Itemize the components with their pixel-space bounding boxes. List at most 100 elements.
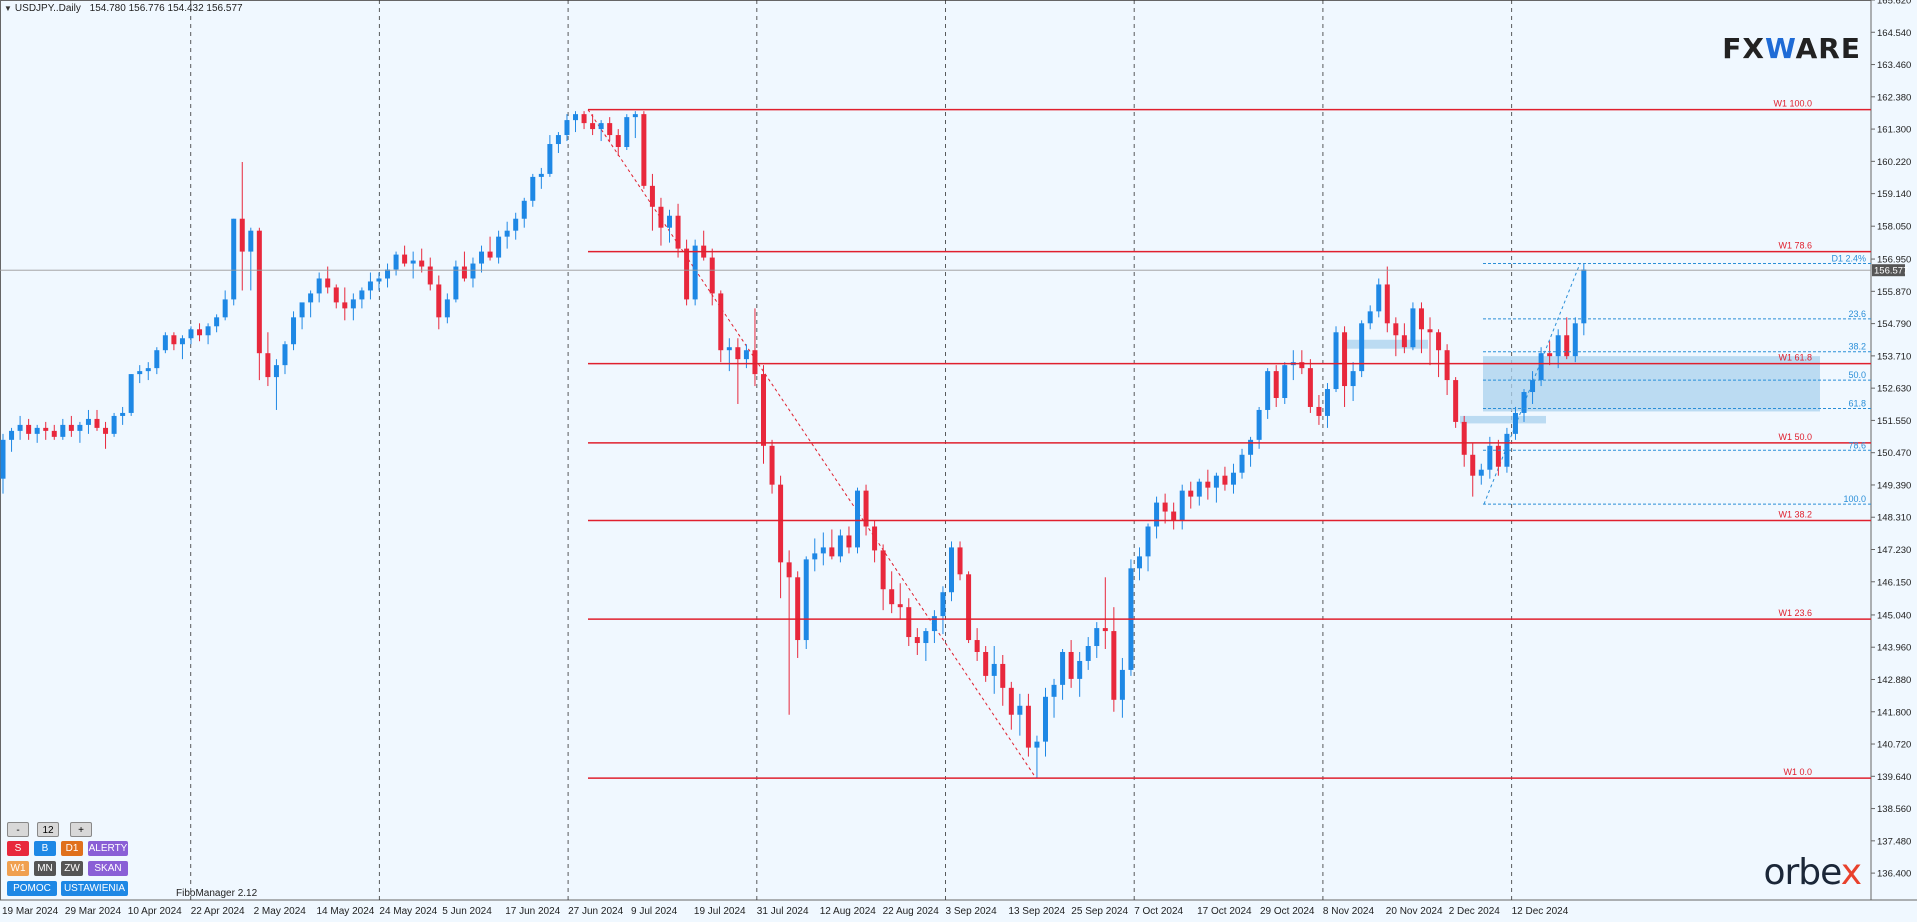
candle-body [632,114,638,118]
candle-body [120,412,126,416]
buy-button[interactable]: B [34,841,56,856]
help-button[interactable]: POMOC [7,881,57,896]
price-tick-label: 153.710 [1877,351,1911,362]
candle-body [803,559,809,641]
price-tick-label: 160.220 [1877,157,1911,168]
w1-fibo-level-label: W1 50.0 [1778,432,1812,442]
candle-body [419,260,425,267]
price-tick-label: 137.480 [1877,836,1911,847]
zw-button[interactable]: ZW [61,861,83,876]
candle-body [1119,669,1125,700]
candle-body [453,266,459,300]
candle-body [60,424,66,437]
sell-button[interactable]: S [7,841,29,856]
date-tick-label: 5 Jun 2024 [442,906,492,917]
candle-body [154,350,160,369]
candle-body [1222,475,1228,485]
candle-body [837,535,843,557]
date-tick-label: 12 Dec 2024 [1512,906,1569,917]
candle-body [521,200,527,219]
candle-body [1179,490,1185,521]
count-field[interactable]: 12 [37,822,59,837]
candle-body [1000,663,1006,688]
d1-fibo-level-label: 78.6 [1848,440,1866,450]
candle-body [1282,365,1288,399]
candle-body [974,640,980,652]
candle-body [940,592,946,617]
candle-body [1136,556,1142,569]
candle-body [43,427,49,431]
candle-body [1068,651,1074,679]
candle-body [1495,445,1501,467]
candle-body [709,257,715,294]
d1-fibo-level-label: 50.0 [1848,370,1866,380]
candle-body [9,430,15,440]
candle-body [1384,284,1390,324]
candle-body [889,589,895,605]
scan-button[interactable]: SKAN [88,861,128,876]
candle-body [564,120,570,136]
candle-body [77,424,83,431]
candle-body [1145,526,1151,557]
increase-button[interactable]: + [70,822,92,837]
candle-body [137,371,143,375]
w1-button[interactable]: W1 [7,861,29,876]
date-tick-label: 2 Dec 2024 [1449,906,1501,917]
candle-body [1111,631,1117,700]
price-tick-label: 147.230 [1877,545,1911,556]
d1-button[interactable]: D1 [61,841,83,856]
candle-body [350,299,356,309]
date-tick-label: 19 Mar 2024 [2,906,59,917]
current-price-tag [1872,264,1905,277]
candle-body [179,338,185,345]
candle-body [641,114,647,186]
symbol-label: USDJPY..Daily [14,3,81,14]
fxware-logo: FXWARE [1722,32,1861,65]
fibo-manager-label: FiboManager 2.12 [176,888,258,899]
date-tick-label: 17 Oct 2024 [1197,906,1252,917]
candle-body [214,317,220,327]
candle-body [1077,660,1083,679]
supply-demand-zone [1460,415,1546,424]
candle-body [1350,371,1356,387]
mn-button[interactable]: MN [34,861,56,876]
price-tick-label: 141.800 [1877,707,1911,718]
price-tick-label: 165.620 [1877,0,1911,7]
candle-body [1410,308,1416,348]
candle-body [573,114,579,121]
price-tick-label: 138.560 [1877,804,1911,815]
alerts-button[interactable]: ALERTY [88,841,128,856]
candle-body [820,547,826,554]
chart-menu-triangle-icon[interactable]: ▼ [4,4,12,13]
candle-body [85,418,91,425]
candle-body [188,329,194,339]
date-tick-label: 22 Aug 2024 [883,906,940,917]
candle-body [880,550,886,590]
candle-body [51,430,57,437]
candle-body [1307,368,1313,407]
candle-body [872,526,878,551]
d1-fibo-level-label: 100.0 [1843,494,1866,504]
price-tick-label: 155.870 [1877,287,1911,298]
price-tick-label: 156.950 [1877,255,1911,266]
ohlc-readout: 154.780 156.776 154.432 156.577 [89,3,243,14]
candle-body [1487,445,1493,470]
candle-body [359,290,365,300]
candle-body [1025,705,1031,748]
candle-body [983,651,989,676]
candle-body [256,230,262,354]
date-tick-label: 25 Sep 2024 [1071,906,1128,917]
candle-body [846,535,852,548]
candle-body [966,574,972,641]
date-tick-label: 9 Jul 2024 [631,906,678,917]
candle-body [265,353,271,378]
candle-body [0,439,6,479]
candle-body [333,287,339,303]
price-tick-label: 151.550 [1877,416,1911,427]
candle-body [291,317,297,345]
candle-body [615,135,621,148]
settings-button[interactable]: USTAWIENIA [61,881,128,896]
date-tick-label: 14 May 2024 [317,906,375,917]
decrease-button[interactable]: - [7,822,29,837]
